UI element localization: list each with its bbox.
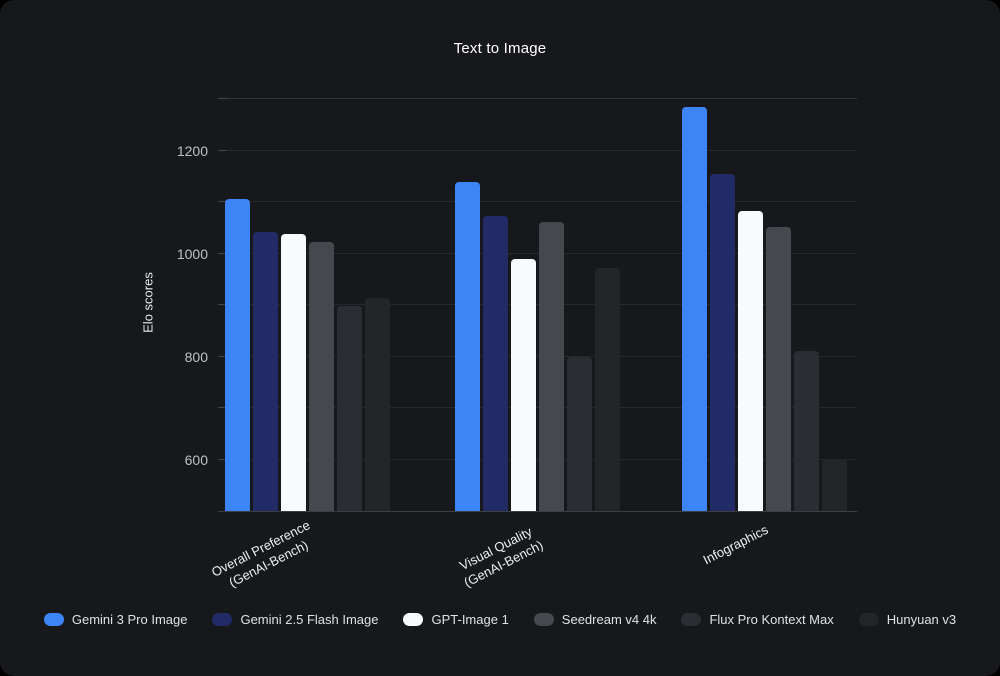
legend: Gemini 3 Pro Image Gemini 2.5 Flash Image…	[0, 612, 1000, 627]
gridline-600	[218, 458, 857, 460]
legend-item-3[interactable]: GPT-Image 1	[403, 612, 509, 627]
legend-label: Flux Pro Kontext Max	[709, 612, 834, 627]
legend-label: Seedream v4 4k	[561, 612, 657, 627]
bar	[511, 259, 536, 511]
y-tick-mark	[218, 304, 227, 305]
y-tick-label-800: 800	[184, 348, 208, 365]
x-tick-label-1: Overall Preference (GenAI-Bench)	[182, 503, 349, 610]
bar	[253, 232, 278, 511]
x-axis-line	[218, 511, 857, 512]
gridline-700	[218, 407, 857, 408]
legend-swatch-icon	[43, 613, 64, 626]
legend-label: GPT-Image 1	[431, 612, 509, 627]
bar-group-2	[455, 99, 620, 511]
y-tick-label-600: 600	[184, 451, 208, 468]
bar	[225, 199, 250, 511]
y-tick-mark	[218, 201, 227, 202]
y-tick-mark	[218, 407, 227, 408]
gridline-800	[218, 355, 857, 357]
bar	[794, 350, 819, 511]
y-tick-mark	[218, 98, 227, 99]
y-tick-label-1000: 1000	[176, 245, 208, 262]
bar-group-3	[682, 99, 847, 511]
legend-item-5[interactable]: Flux Pro Kontext Max	[681, 612, 834, 627]
bar-group-1	[225, 99, 390, 511]
gridline-1000	[218, 252, 857, 254]
legend-item-1[interactable]: Gemini 3 Pro Image	[43, 612, 188, 627]
bar	[309, 242, 334, 511]
legend-item-4[interactable]: Seedream v4 4k	[533, 612, 657, 627]
bar	[710, 174, 735, 511]
legend-swatch-icon	[681, 613, 702, 626]
bar	[539, 222, 564, 511]
x-tick-label-line: Infographics	[700, 521, 771, 568]
y-tick-mark	[218, 252, 227, 254]
bar	[337, 305, 362, 511]
gridline-1300	[218, 98, 857, 99]
gridline-1200	[218, 149, 857, 151]
legend-label: Hunyuan v3	[886, 612, 957, 627]
gridline-1100	[218, 201, 857, 202]
bar	[455, 181, 480, 511]
chart-title: Text to Image	[453, 40, 547, 57]
legend-item-2[interactable]: Gemini 2.5 Flash Image	[212, 612, 378, 627]
bar	[365, 298, 390, 511]
y-tick-mark	[218, 355, 227, 357]
x-tick-label-3: Infographics	[656, 499, 815, 591]
gridline-900	[218, 304, 857, 305]
legend-item-6[interactable]: Hunyuan v3	[858, 612, 957, 627]
bar	[766, 227, 791, 511]
bar	[567, 357, 592, 511]
x-tick-label-2: Visual Quality (GenAI-Bench)	[417, 503, 584, 610]
legend-swatch-icon	[212, 613, 233, 626]
bar	[483, 215, 508, 511]
bar	[738, 210, 763, 511]
bar	[682, 107, 707, 511]
legend-swatch-icon	[403, 613, 424, 626]
bar	[281, 233, 306, 511]
y-tick-label-1200: 1200	[176, 142, 208, 159]
legend-swatch-icon	[858, 613, 879, 626]
legend-swatch-icon	[533, 613, 554, 626]
y-tick-mark	[218, 149, 227, 151]
y-tick-mark	[218, 458, 227, 460]
bar	[595, 267, 620, 511]
legend-label: Gemini 3 Pro Image	[71, 612, 188, 627]
plot-area	[218, 98, 857, 512]
bar	[822, 459, 847, 511]
legend-label: Gemini 2.5 Flash Image	[240, 612, 379, 627]
